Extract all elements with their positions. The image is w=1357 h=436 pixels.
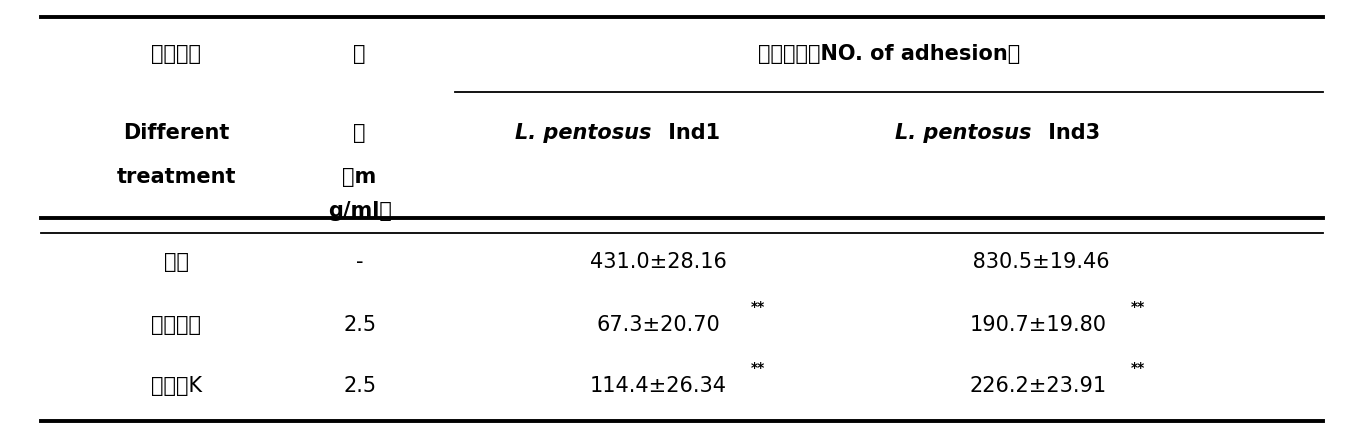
Text: 黄附指数（NO. of adhesion）: 黄附指数（NO. of adhesion） [757, 44, 1020, 65]
Text: 浓: 浓 [353, 44, 366, 65]
Text: **: ** [750, 361, 765, 375]
Text: 830.5±19.46: 830.5±19.46 [966, 252, 1110, 272]
Text: 蛋白酶K: 蛋白酶K [151, 376, 202, 396]
Text: 114.4±26.34: 114.4±26.34 [590, 376, 726, 396]
Text: 226.2±23.91: 226.2±23.91 [969, 376, 1107, 396]
Text: **: ** [1130, 300, 1145, 314]
Text: -: - [356, 252, 364, 272]
Text: 2.5: 2.5 [343, 376, 376, 396]
Text: （m: （m [342, 167, 377, 187]
Text: L. pentosus: L. pentosus [896, 123, 1031, 143]
Text: 不同处理: 不同处理 [152, 44, 201, 65]
Text: treatment: treatment [117, 167, 236, 187]
Text: Ind3: Ind3 [1041, 123, 1101, 143]
Text: 431.0±28.16: 431.0±28.16 [590, 252, 726, 272]
Text: 胰蛋白酶: 胰蛋白酶 [152, 315, 201, 335]
Text: **: ** [1130, 361, 1145, 375]
Text: Different: Different [123, 123, 229, 143]
Text: **: ** [750, 300, 765, 314]
Text: 对照: 对照 [164, 252, 189, 272]
Text: Ind1: Ind1 [661, 123, 721, 143]
Text: 190.7±19.80: 190.7±19.80 [970, 315, 1106, 335]
Text: L. pentosus: L. pentosus [516, 123, 651, 143]
Text: g/ml）: g/ml） [327, 201, 392, 221]
Text: 度: 度 [353, 123, 366, 143]
Text: 2.5: 2.5 [343, 315, 376, 335]
Text: 67.3±20.70: 67.3±20.70 [596, 315, 721, 335]
